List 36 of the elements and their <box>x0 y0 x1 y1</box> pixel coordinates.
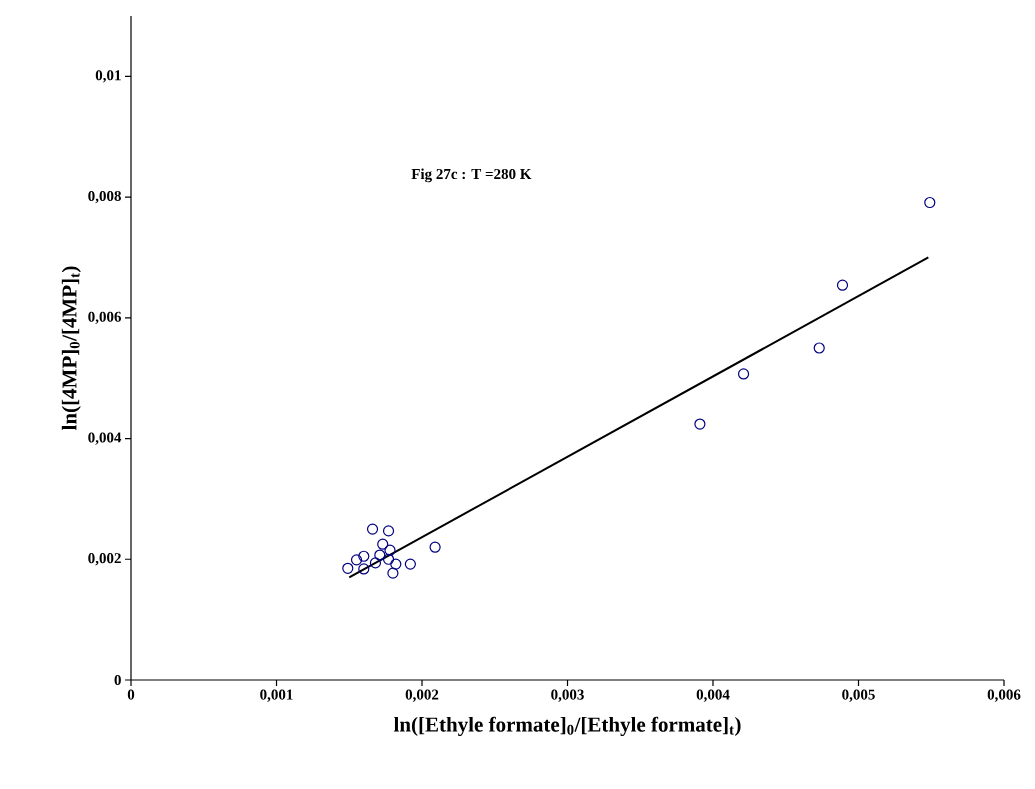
point <box>404 558 416 570</box>
y-tick-label: 0,002 <box>88 553 121 566</box>
point <box>836 279 849 291</box>
x-tick-label: 0,005 <box>842 689 875 702</box>
x-axis-title: ln([Ethyle formate]$_{0}$/[Ethyle formate]$_{t}$) <box>393 716 741 737</box>
x-tick-label: 0,002 <box>405 689 439 702</box>
annotation: Fig 27c : T =280 K <box>411 168 532 183</box>
y-tick-label: 0 <box>114 674 121 686</box>
x-tick-label: 0,004 <box>696 689 730 702</box>
point <box>382 525 395 537</box>
y-tick-label: 0,006 <box>88 311 122 324</box>
point <box>390 558 402 570</box>
point <box>358 563 370 575</box>
point <box>694 418 706 430</box>
x-tick-label: 0,003 <box>551 689 584 702</box>
point <box>429 541 441 553</box>
y-tick-label: 0,004 <box>88 432 122 445</box>
point <box>377 538 389 550</box>
point <box>369 557 382 569</box>
point <box>382 553 395 565</box>
point <box>350 554 363 566</box>
point <box>374 549 386 561</box>
x-tick-label: 0,006 <box>987 689 1021 702</box>
point <box>813 342 825 354</box>
y-axis-title: ln([4MP]$_{0}$/[4MP]$_{t}$) <box>61 266 81 431</box>
y-tick-label: 0,01 <box>95 70 121 83</box>
x-tick-label: 0 <box>127 689 135 700</box>
point <box>924 196 936 209</box>
point <box>342 562 354 574</box>
point <box>737 368 750 380</box>
point <box>366 523 379 535</box>
x-tick-label: 0,001 <box>260 689 293 702</box>
point <box>384 544 396 556</box>
point <box>358 550 370 562</box>
point <box>387 567 399 579</box>
y-tick-label: 0,008 <box>88 190 121 204</box>
